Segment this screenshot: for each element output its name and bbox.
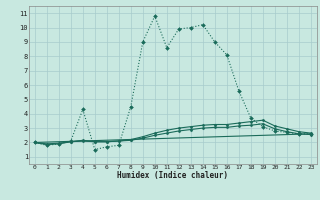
X-axis label: Humidex (Indice chaleur): Humidex (Indice chaleur)	[117, 171, 228, 180]
